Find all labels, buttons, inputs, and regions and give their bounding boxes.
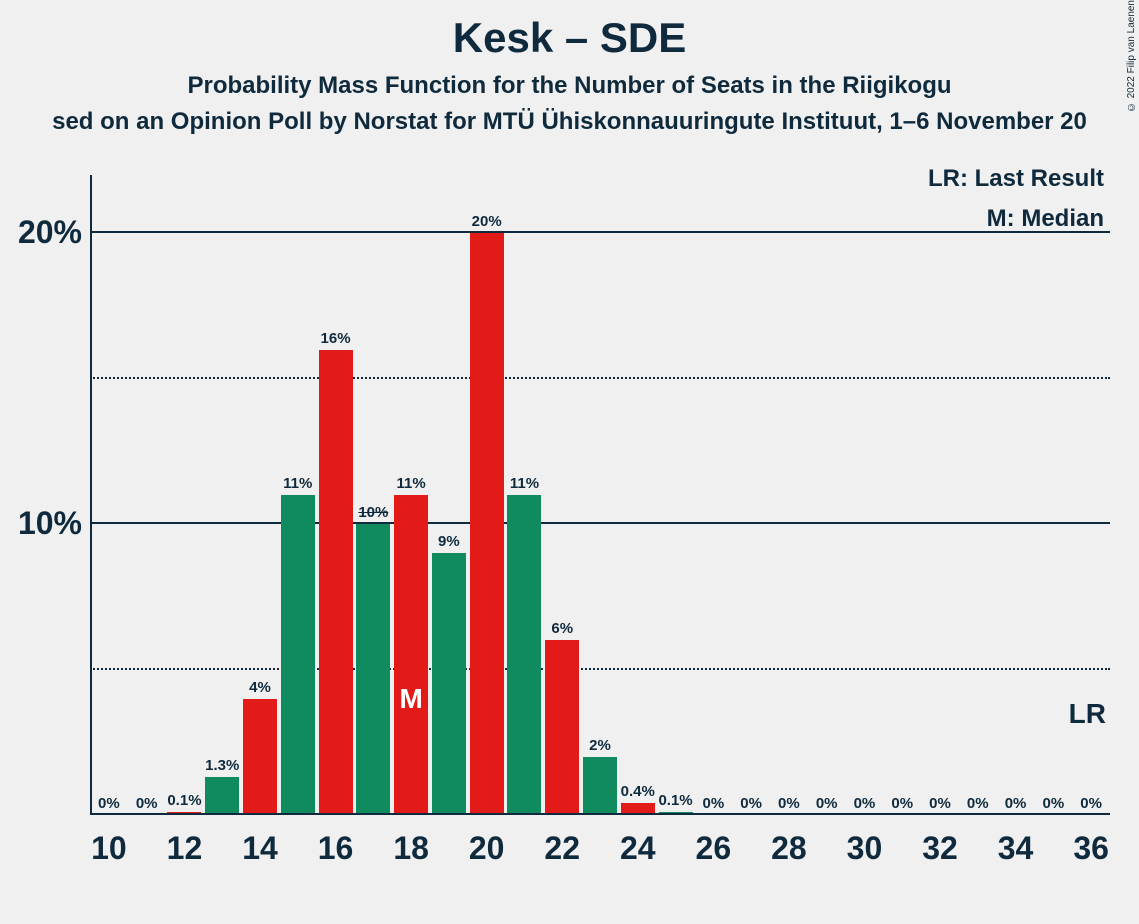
x-axis-tick-label: 16 — [318, 830, 354, 867]
bar-value-label: 0% — [1005, 795, 1027, 812]
last-result-marker: LR — [1069, 698, 1106, 730]
x-axis-tick-label: 30 — [847, 830, 883, 867]
bar-value-label: 0% — [929, 795, 951, 812]
bar-value-label: 6% — [551, 620, 573, 637]
x-axis-tick-label: 26 — [696, 830, 732, 867]
y-axis-tick-label: 20% — [2, 214, 82, 251]
bar-value-label: 11% — [510, 475, 539, 492]
bar — [356, 524, 390, 815]
bar — [205, 777, 239, 815]
bar-value-label: 2% — [589, 737, 611, 754]
bar-value-label: 0% — [854, 795, 876, 812]
x-axis-tick-label: 14 — [242, 830, 278, 867]
bar-value-label: 0% — [740, 795, 762, 812]
bar — [432, 553, 466, 815]
x-axis-tick-label: 28 — [771, 830, 807, 867]
bar-value-label: 4% — [249, 679, 271, 696]
bar-value-label: 1.3% — [205, 757, 239, 774]
bar-value-label: 0% — [891, 795, 913, 812]
bar-value-label: 10% — [358, 504, 388, 521]
bar-value-label: 0% — [702, 795, 724, 812]
gridline-major — [90, 231, 1110, 233]
plot-area: 10%20%LR: Last ResultM: Median0%0%0.1%1.… — [90, 175, 1110, 815]
bar-value-label: 20% — [472, 213, 502, 230]
chart-subtitle: Probability Mass Function for the Number… — [0, 72, 1139, 100]
median-marker: M — [399, 683, 422, 715]
gridline-minor — [90, 377, 1110, 379]
bar-value-label: 0% — [778, 795, 800, 812]
bar-value-label: 11% — [283, 475, 312, 492]
bar — [507, 495, 541, 815]
bar — [583, 757, 617, 815]
chart-page: © 2022 Filip van Laenen Kesk – SDE Proba… — [0, 0, 1139, 924]
x-axis-tick-label: 34 — [998, 830, 1034, 867]
x-axis-line — [90, 813, 1110, 815]
bar — [243, 699, 277, 815]
bar — [470, 233, 504, 815]
bar-value-label: 0.1% — [658, 792, 692, 809]
y-axis-tick-label: 10% — [2, 505, 82, 542]
x-axis-tick-label: 18 — [393, 830, 429, 867]
bar-value-label: 0% — [136, 795, 158, 812]
x-axis-tick-label: 24 — [620, 830, 656, 867]
bar-value-label: 0% — [967, 795, 989, 812]
bar-value-label: 0% — [98, 795, 120, 812]
bar-value-label: 16% — [321, 330, 351, 347]
x-axis-tick-label: 20 — [469, 830, 505, 867]
chart-title: Kesk – SDE — [0, 14, 1139, 62]
x-axis-tick-label: 12 — [167, 830, 203, 867]
gridline-major — [90, 522, 1110, 524]
bar-value-label: 0% — [1042, 795, 1064, 812]
x-axis-tick-label: 22 — [544, 830, 580, 867]
bar-value-label: 11% — [397, 475, 426, 492]
bar — [394, 495, 428, 815]
legend-lr: LR: Last Result — [928, 165, 1104, 193]
bar-value-label: 0.1% — [167, 792, 201, 809]
chart-source-line: sed on an Opinion Poll by Norstat for MT… — [0, 108, 1139, 136]
bar — [545, 640, 579, 815]
bar-value-label: 0% — [816, 795, 838, 812]
bar — [319, 350, 353, 815]
x-axis-tick-label: 32 — [922, 830, 958, 867]
x-axis-tick-label: 10 — [91, 830, 127, 867]
legend-median: M: Median — [987, 205, 1104, 233]
x-axis-tick-label: 36 — [1073, 830, 1109, 867]
bar-value-label: 0.4% — [621, 783, 655, 800]
gridline-minor — [90, 668, 1110, 670]
y-axis-line — [90, 175, 92, 815]
bar-value-label: 0% — [1080, 795, 1102, 812]
bar-value-label: 9% — [438, 533, 460, 550]
bar — [281, 495, 315, 815]
